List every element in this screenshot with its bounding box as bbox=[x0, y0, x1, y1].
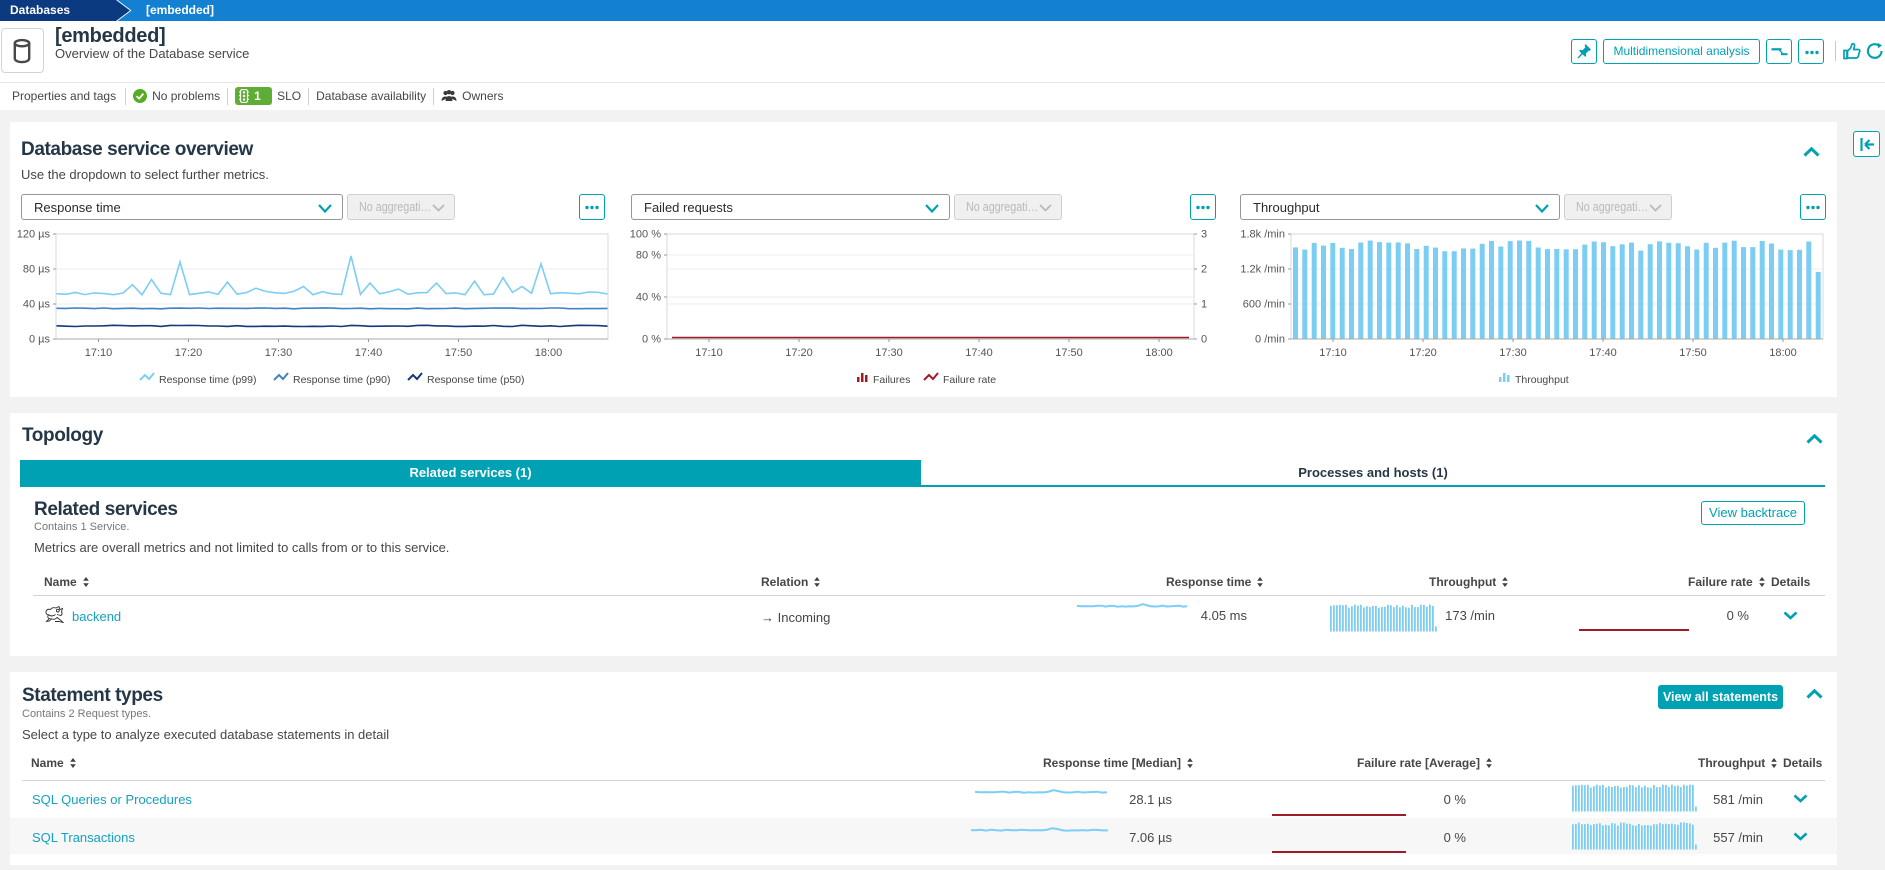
svg-text:1: 1 bbox=[1201, 299, 1207, 311]
svg-text:17:50: 17:50 bbox=[445, 347, 473, 359]
svg-text:17:50: 17:50 bbox=[1679, 347, 1707, 359]
svg-text:17:10: 17:10 bbox=[85, 347, 113, 359]
svg-text:3: 3 bbox=[1201, 229, 1207, 241]
svg-text:17:10: 17:10 bbox=[695, 347, 723, 359]
svg-text:17:40: 17:40 bbox=[1589, 347, 1617, 359]
svg-text:18:00: 18:00 bbox=[1145, 347, 1173, 359]
svg-text:0 /min: 0 /min bbox=[1255, 334, 1285, 346]
svg-text:17:20: 17:20 bbox=[1409, 347, 1437, 359]
svg-text:100 %: 100 % bbox=[630, 229, 661, 241]
svg-text:120 µs: 120 µs bbox=[17, 229, 51, 241]
svg-text:Throughput: Throughput bbox=[1515, 374, 1569, 386]
svg-text:40 %: 40 % bbox=[636, 292, 661, 304]
svg-text:Failure rate: Failure rate bbox=[943, 374, 996, 386]
svg-text:0 %: 0 % bbox=[642, 334, 661, 346]
svg-text:2: 2 bbox=[1201, 264, 1207, 276]
svg-text:17:30: 17:30 bbox=[875, 347, 903, 359]
svg-text:Response time (p99): Response time (p99) bbox=[159, 374, 256, 386]
svg-text:17:10: 17:10 bbox=[1319, 347, 1347, 359]
svg-text:0 µs: 0 µs bbox=[29, 334, 51, 346]
svg-text:17:30: 17:30 bbox=[1499, 347, 1527, 359]
svg-text:0: 0 bbox=[1201, 334, 1207, 346]
svg-text:Failures: Failures bbox=[873, 374, 910, 386]
svg-text:Response time (p50): Response time (p50) bbox=[427, 374, 524, 386]
svg-text:17:40: 17:40 bbox=[965, 347, 993, 359]
svg-text:1.2k /min: 1.2k /min bbox=[1240, 264, 1285, 276]
svg-text:80 %: 80 % bbox=[636, 250, 661, 262]
svg-text:17:40: 17:40 bbox=[355, 347, 383, 359]
svg-text:18:00: 18:00 bbox=[535, 347, 563, 359]
svg-text:18:00: 18:00 bbox=[1769, 347, 1797, 359]
svg-text:17:50: 17:50 bbox=[1055, 347, 1083, 359]
svg-text:600 /min: 600 /min bbox=[1243, 299, 1285, 311]
svg-text:Response time (p90): Response time (p90) bbox=[293, 374, 390, 386]
svg-text:17:30: 17:30 bbox=[265, 347, 293, 359]
svg-text:80 µs: 80 µs bbox=[23, 264, 51, 276]
svg-text:40 µs: 40 µs bbox=[23, 299, 51, 311]
svg-text:17:20: 17:20 bbox=[785, 347, 813, 359]
svg-text:17:20: 17:20 bbox=[175, 347, 203, 359]
svg-text:1.8k /min: 1.8k /min bbox=[1240, 229, 1285, 241]
